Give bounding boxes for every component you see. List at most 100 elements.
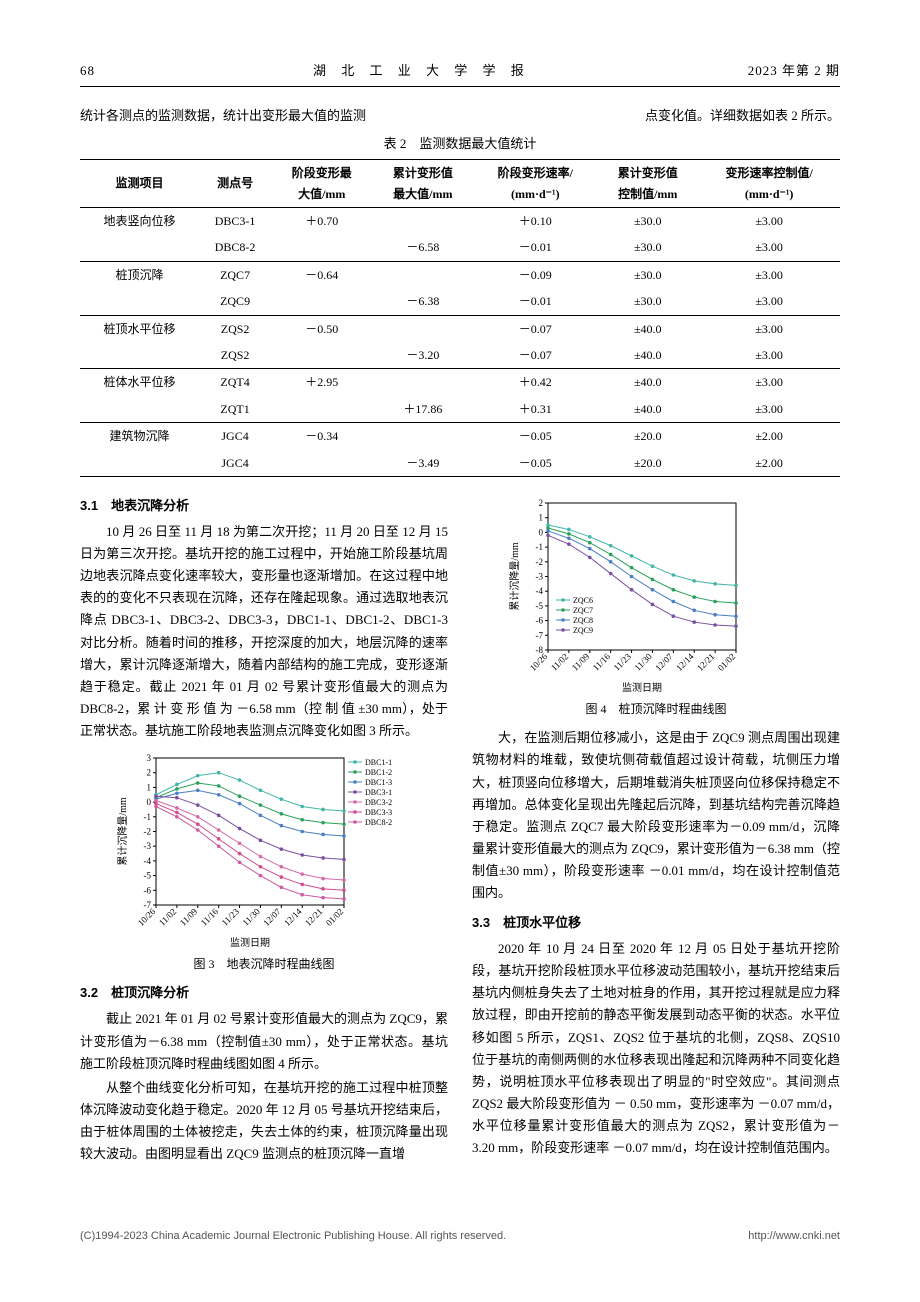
table-cell: ±3.00 [698, 261, 840, 288]
table-cell [271, 396, 372, 423]
table-header-cell: 阶段变形速率/(mm·d⁻¹) [473, 160, 597, 208]
svg-text:-7: -7 [536, 630, 544, 640]
table-row: DBC8-2－6.58－0.01±30.0±3.00 [80, 234, 840, 261]
table-cell: －3.49 [372, 450, 473, 477]
page-number: 68 [80, 60, 95, 82]
svg-text:11/16: 11/16 [199, 906, 221, 928]
svg-text:-1: -1 [144, 812, 152, 822]
svg-text:-2: -2 [536, 557, 544, 567]
table-cell [271, 450, 372, 477]
intro-left: 统计各测点的监测数据，统计出变形最大值的监测 [80, 105, 366, 127]
table-cell [80, 234, 199, 261]
figure-4: 210-1-2-3-4-5-6-7-810/2611/0211/0911/161… [472, 495, 840, 719]
svg-text:-4: -4 [144, 856, 152, 866]
svg-text:-2: -2 [144, 827, 152, 837]
table-cell: DBC3-1 [199, 208, 271, 235]
table-cell [80, 450, 199, 477]
table-cell: ±20.0 [597, 423, 698, 450]
table-cell [372, 315, 473, 342]
table-row: ZQC9－6.38－0.01±30.0±3.00 [80, 288, 840, 315]
table-cell: ZQC9 [199, 288, 271, 315]
svg-text:0: 0 [147, 797, 152, 807]
table-cell: －0.05 [473, 423, 597, 450]
sec33-p1: 2020 年 10 月 24 日至 2020 年 12 月 05 日处于基坑开挖… [472, 938, 840, 1159]
table-cell: ±3.00 [698, 208, 840, 235]
table-header-cell: 阶段变形最大值/mm [271, 160, 372, 208]
table-cell: －0.05 [473, 450, 597, 477]
svg-text:监测日期: 监测日期 [622, 681, 662, 694]
table-cell [271, 342, 372, 369]
svg-text:-6: -6 [536, 616, 544, 626]
table-cell: 桩体水平位移 [80, 369, 199, 396]
table-cell: ±30.0 [597, 234, 698, 261]
table-header-cell: 监测项目 [80, 160, 199, 208]
svg-text:11/16: 11/16 [591, 651, 613, 673]
table-row: 桩顶水平位移ZQS2－0.50－0.07±40.0±3.00 [80, 315, 840, 342]
svg-text:12/07: 12/07 [261, 906, 283, 928]
fig4-caption: 图 4 桩顶沉降时程曲线图 [472, 699, 840, 719]
table-cell: －6.58 [372, 234, 473, 261]
table-cell: ±2.00 [698, 450, 840, 477]
svg-text:-6: -6 [144, 885, 152, 895]
sec31-p1: 10 月 26 日至 11 月 18 为第二次开挖；11 月 20 日至 12 … [80, 521, 448, 742]
table-cell: ±30.0 [597, 208, 698, 235]
table-cell: ±40.0 [597, 369, 698, 396]
table-cell: ZQS2 [199, 342, 271, 369]
table-cell: －0.34 [271, 423, 372, 450]
table-cell: DBC8-2 [199, 234, 271, 261]
table-row: ZQT1＋17.86＋0.31±40.0±3.00 [80, 396, 840, 423]
table-cell [271, 288, 372, 315]
svg-text:01/02: 01/02 [324, 906, 346, 928]
intro-right: 点变化值。详细数据如表 2 所示。 [645, 105, 840, 127]
table-row: 桩顶沉降ZQC7－0.64－0.09±30.0±3.00 [80, 261, 840, 288]
fig4-chart: 210-1-2-3-4-5-6-7-810/2611/0211/0911/161… [506, 495, 806, 695]
svg-text:12/21: 12/21 [303, 906, 325, 928]
svg-text:01/02: 01/02 [716, 651, 738, 673]
table-header-cell: 累计变形值最大值/mm [372, 160, 473, 208]
table-cell: JGC4 [199, 450, 271, 477]
left-column: 3.1 地表沉降分析 10 月 26 日至 11 月 18 为第二次开挖；11 … [80, 487, 448, 1167]
table-cell: ±3.00 [698, 396, 840, 423]
table-row: ZQS2－3.20－0.07±40.0±3.00 [80, 342, 840, 369]
svg-text:11/02: 11/02 [549, 651, 570, 672]
sec31-title: 3.1 地表沉降分析 [80, 495, 448, 517]
svg-text:1: 1 [539, 513, 544, 523]
svg-text:2: 2 [539, 498, 544, 508]
table-cell: ±3.00 [698, 288, 840, 315]
table-cell: ±3.00 [698, 234, 840, 261]
table-row: 建筑物沉降JGC4－0.34－0.05±20.0±2.00 [80, 423, 840, 450]
page-header: 68 湖 北 工 业 大 学 学 报 2023 年第 2 期 [80, 60, 840, 87]
svg-text:DBC1-2: DBC1-2 [365, 768, 392, 777]
sec33-title: 3.3 桩顶水平位移 [472, 912, 840, 934]
svg-text:累计沉降量/mm: 累计沉降量/mm [116, 797, 129, 866]
svg-text:0: 0 [539, 527, 544, 537]
table-cell [372, 369, 473, 396]
table-cell: －6.38 [372, 288, 473, 315]
table-cell: ±20.0 [597, 450, 698, 477]
table-cell: ZQT4 [199, 369, 271, 396]
table-cell: －0.07 [473, 315, 597, 342]
svg-text:2: 2 [147, 768, 152, 778]
sec32-title: 3.2 桩顶沉降分析 [80, 982, 448, 1004]
table-cell [80, 288, 199, 315]
table-cell: ＋0.70 [271, 208, 372, 235]
issue-label: 2023 年第 2 期 [748, 60, 840, 82]
footer-right: http://www.cnki.net [748, 1227, 840, 1246]
svg-text:-5: -5 [536, 601, 544, 611]
svg-text:DBC8-2: DBC8-2 [365, 818, 392, 827]
table-cell: －0.64 [271, 261, 372, 288]
svg-text:1: 1 [147, 782, 152, 792]
svg-text:3: 3 [147, 753, 152, 763]
svg-text:ZQC6: ZQC6 [573, 596, 593, 605]
svg-text:11/09: 11/09 [570, 651, 592, 673]
table-cell: ＋0.10 [473, 208, 597, 235]
table-header-cell: 变形速率控制值/(mm·d⁻¹) [698, 160, 840, 208]
table-cell: ＋0.31 [473, 396, 597, 423]
table-cell: 桩顶沉降 [80, 261, 199, 288]
table-cell: ＋17.86 [372, 396, 473, 423]
table-cell: 建筑物沉降 [80, 423, 199, 450]
table-cell: ±3.00 [698, 315, 840, 342]
table-cell: ZQS2 [199, 315, 271, 342]
table-cell: JGC4 [199, 423, 271, 450]
table-row: 桩体水平位移ZQT4＋2.95＋0.42±40.0±3.00 [80, 369, 840, 396]
